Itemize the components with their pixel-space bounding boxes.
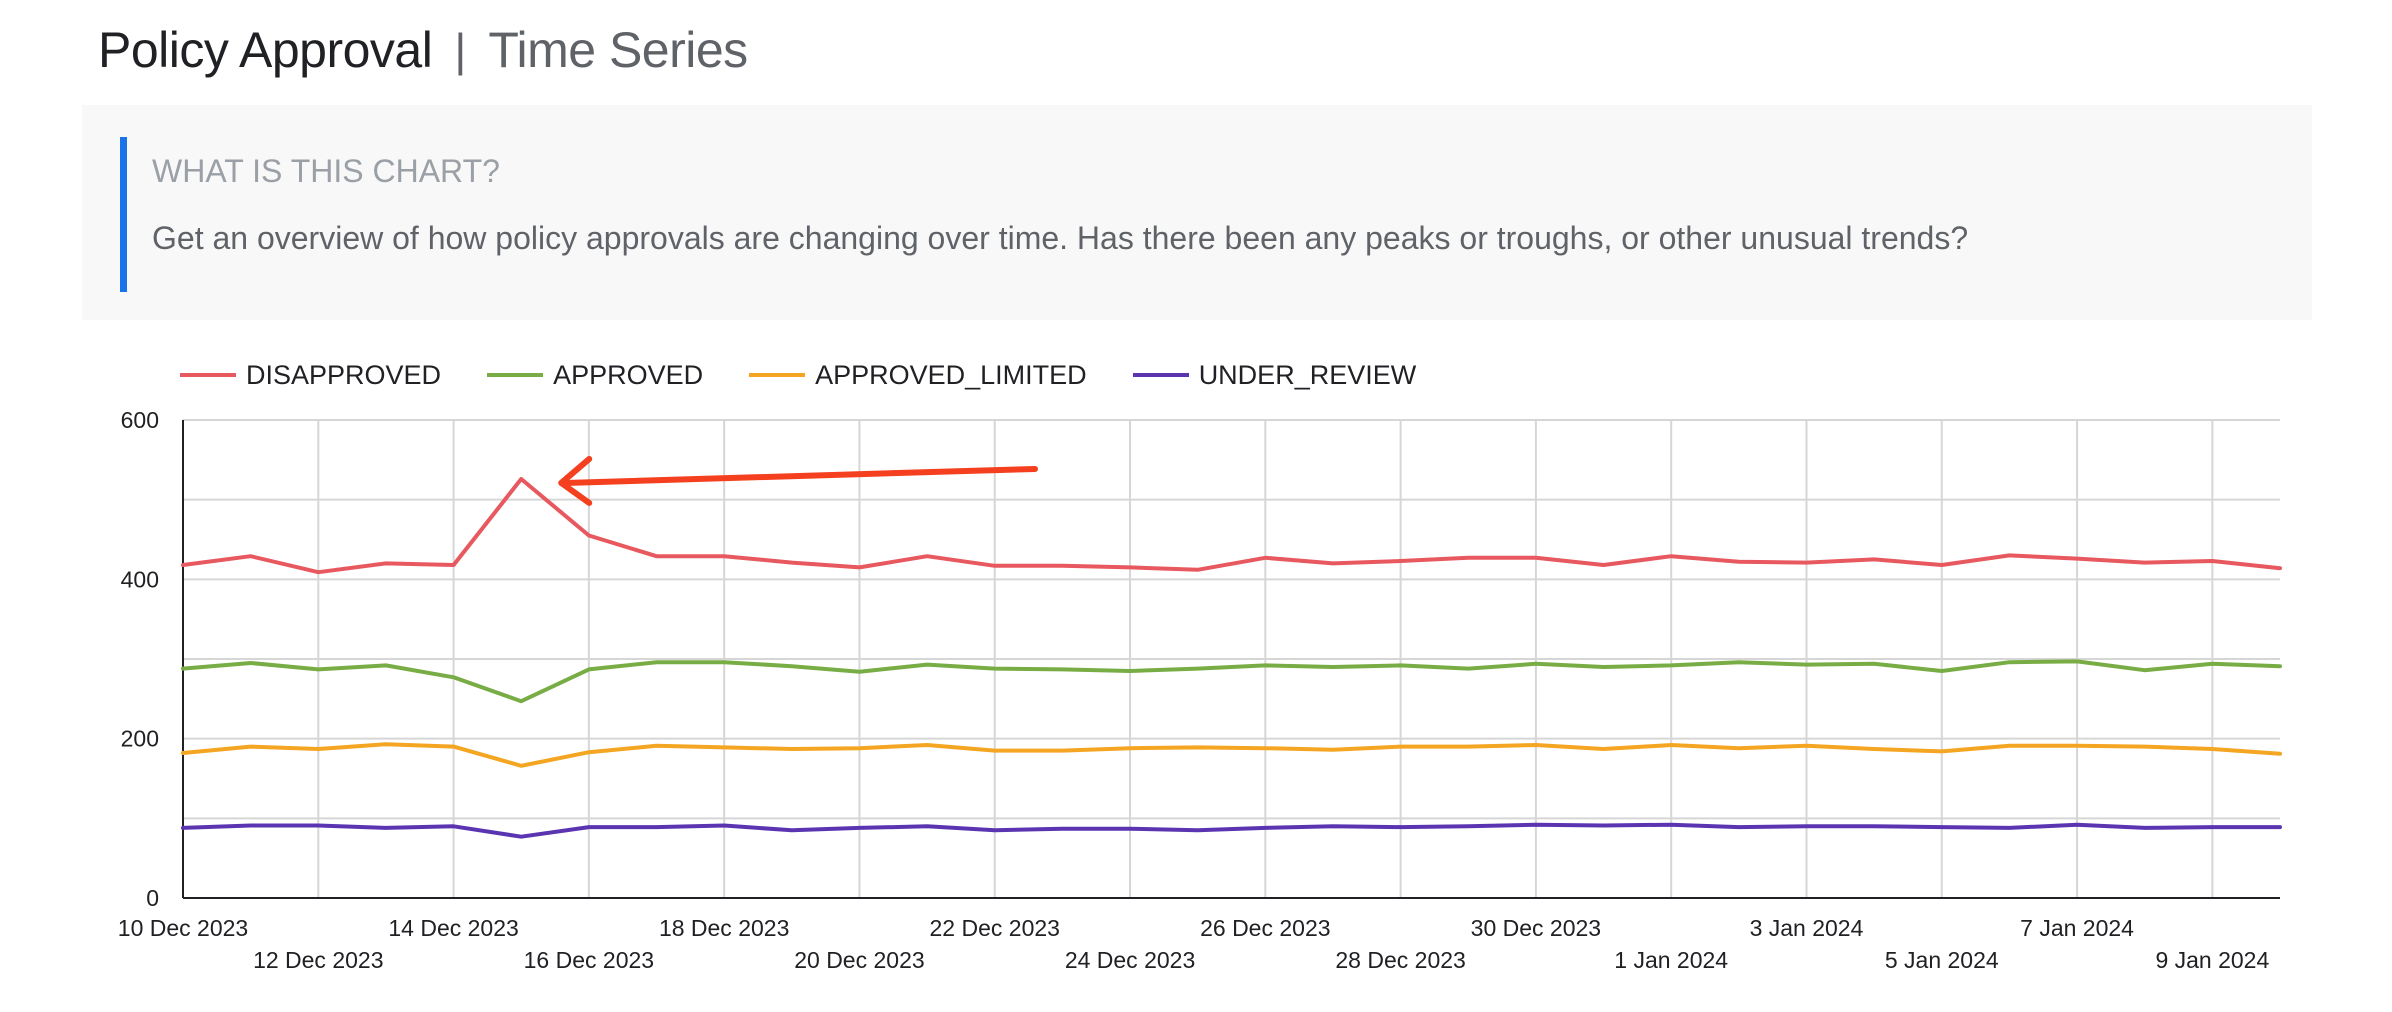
legend-swatch — [180, 373, 236, 377]
series-line-approved — [181, 659, 2282, 704]
x-tick-label: 12 Dec 2023 — [253, 947, 383, 973]
page-subtitle: Time Series — [488, 22, 748, 78]
y-tick-label: 600 — [121, 407, 159, 433]
x-tick-label: 7 Jan 2024 — [2020, 915, 2134, 941]
chart-legend: DISAPPROVED APPROVED APPROVED_LIMITED UNDER… — [180, 355, 1462, 395]
y-tick-label: 200 — [121, 726, 159, 752]
x-tick-label: 1 Jan 2024 — [1614, 947, 1728, 973]
legend-swatch — [487, 373, 544, 377]
x-tick-label: 26 Dec 2023 — [1200, 915, 1330, 941]
y-tick-label: 400 — [121, 566, 159, 592]
x-tick-label: 16 Dec 2023 — [524, 947, 654, 973]
series-line-under-review — [181, 822, 2282, 839]
legend-label: APPROVED_LIMITED — [815, 359, 1087, 390]
y-axis-tick-labels: 0 200 400 600 — [121, 407, 159, 911]
chart-info-panel: WHAT IS THIS CHART? Get an overview of h… — [82, 105, 2312, 320]
legend-item-under-review[interactable]: UNDER_REVIEW — [1132, 359, 1417, 391]
title-separator: | — [454, 24, 467, 76]
chart-gridlines — [183, 419, 2280, 898]
chart-axes — [182, 420, 2280, 899]
legend-item-disapproved[interactable]: DISAPPROVED — [180, 360, 441, 391]
x-tick-label: 30 Dec 2023 — [1471, 915, 1601, 941]
info-description: Get an overview of how policy approvals … — [152, 220, 1969, 256]
y-tick-label: 0 — [146, 885, 159, 911]
legend-label: UNDER_REVIEW — [1198, 359, 1417, 390]
legend-label: DISAPPROVED — [246, 359, 442, 390]
info-accent-bar — [120, 137, 127, 292]
legend-item-approved[interactable]: APPROVED — [487, 360, 703, 391]
legend-item-approved-limited[interactable]: APPROVED_LIMITED — [749, 360, 1087, 391]
x-tick-label: 20 Dec 2023 — [794, 947, 924, 973]
x-tick-label: 14 Dec 2023 — [388, 915, 518, 941]
series-line-disapproved — [181, 477, 2282, 575]
legend-swatch — [749, 373, 806, 377]
x-tick-label: 22 Dec 2023 — [930, 915, 1060, 941]
x-tick-label: 28 Dec 2023 — [1335, 947, 1465, 973]
page-title: Policy Approval — [98, 22, 433, 78]
legend-label: APPROVED — [553, 359, 704, 390]
annotation-arrow-head — [558, 455, 593, 506]
chart-series — [181, 477, 2282, 839]
annotation-arrow — [558, 455, 1038, 506]
series-line-approved-limited — [181, 742, 2282, 768]
legend-swatch — [1132, 373, 1189, 377]
annotation-arrow-shaft — [562, 465, 1038, 486]
x-tick-label: 18 Dec 2023 — [659, 915, 789, 941]
info-heading: WHAT IS THIS CHART? — [152, 153, 500, 189]
x-tick-label: 24 Dec 2023 — [1065, 947, 1195, 973]
page-header: Policy Approval | Time Series — [98, 18, 748, 82]
x-tick-label: 9 Jan 2024 — [2155, 947, 2269, 973]
x-tick-label: 10 Dec 2023 — [118, 915, 248, 941]
x-tick-label: 3 Jan 2024 — [1750, 915, 1864, 941]
x-tick-label: 5 Jan 2024 — [1885, 947, 1999, 973]
